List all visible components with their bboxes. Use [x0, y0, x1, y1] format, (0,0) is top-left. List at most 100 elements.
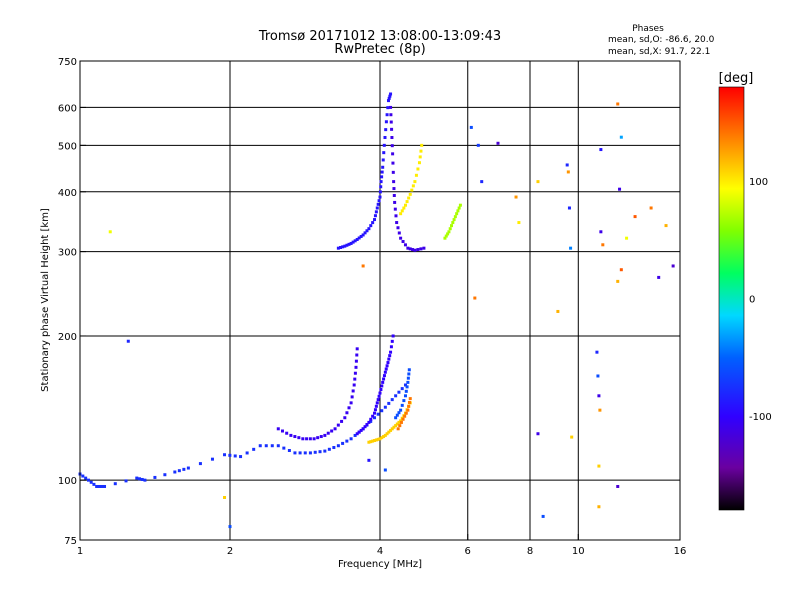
echo-point — [419, 247, 423, 251]
echo-point — [280, 429, 284, 433]
echo-point — [297, 436, 301, 440]
y-tick-label: 300 — [58, 248, 77, 259]
echo-point — [377, 394, 381, 398]
y-tick-label: 600 — [58, 103, 77, 114]
echo-point — [396, 226, 400, 230]
echo-point — [446, 232, 450, 236]
echo-point — [387, 401, 391, 405]
y-axis: 75 100 200 300 400 500 600 750 — [58, 57, 86, 547]
echo-point — [354, 359, 358, 363]
echo-point — [373, 411, 377, 415]
echo-point — [408, 192, 412, 196]
echo-point — [92, 482, 96, 486]
echo-point — [401, 417, 405, 421]
echo-point — [417, 161, 421, 165]
echo-point — [392, 187, 396, 191]
echo-point — [89, 480, 93, 484]
echo-point — [406, 408, 410, 412]
echo-point — [100, 484, 104, 488]
echo-point — [355, 347, 359, 351]
echo-point — [382, 377, 386, 381]
echo-point — [359, 428, 363, 432]
echo-point — [616, 102, 620, 106]
echo-point — [556, 309, 560, 313]
echo-point — [400, 387, 404, 391]
echo-point — [382, 374, 386, 378]
echo-point — [351, 389, 355, 393]
echo-point — [447, 230, 451, 234]
echo-point — [384, 367, 388, 371]
echo-point — [410, 188, 414, 192]
colorbar-ticks: 100 0 -100 — [749, 177, 772, 423]
echo-point — [301, 437, 305, 441]
echo-point — [378, 190, 382, 194]
echo-point — [373, 218, 377, 222]
echo-point — [616, 279, 620, 283]
echo-point — [353, 377, 357, 381]
echo-point — [407, 400, 411, 404]
echo-point — [367, 458, 371, 462]
y-tick-label: 500 — [58, 141, 77, 152]
echo-point — [389, 105, 393, 109]
echo-point — [416, 167, 420, 171]
echo-point — [473, 296, 477, 300]
echo-point — [418, 155, 422, 159]
echo-point — [367, 440, 371, 444]
echo-point — [233, 454, 237, 458]
echo-point — [385, 113, 389, 117]
echo-point — [389, 92, 393, 96]
echo-point — [380, 409, 384, 413]
echo-point — [397, 420, 401, 424]
data-points — [78, 92, 675, 529]
echo-point — [397, 411, 401, 415]
echo-point — [386, 361, 390, 365]
echo-point — [369, 440, 373, 444]
echo-point — [369, 419, 373, 423]
echo-point — [289, 433, 293, 437]
echo-point — [391, 170, 395, 174]
echo-point — [404, 411, 408, 415]
echo-point — [293, 435, 297, 439]
echo-point — [599, 230, 603, 234]
echo-point — [379, 387, 383, 391]
echo-point — [383, 135, 387, 139]
echo-point — [664, 224, 668, 228]
echo-point — [396, 427, 400, 431]
echo-point — [376, 437, 380, 441]
echo-point — [373, 214, 377, 218]
echo-point — [361, 264, 365, 268]
echo-point — [363, 231, 367, 235]
echo-point — [406, 376, 410, 380]
x-tick-label: 2 — [227, 546, 233, 557]
echo-point — [376, 202, 380, 206]
chart-subtitle: RwPretec (8p) — [334, 42, 425, 57]
echo-point — [380, 170, 384, 174]
x-tick-label: 10 — [572, 546, 585, 557]
echo-point — [403, 414, 407, 418]
echo-point — [86, 478, 90, 482]
echo-point — [173, 470, 177, 474]
echo-point — [408, 397, 412, 401]
echo-point — [81, 474, 85, 478]
echo-point — [443, 236, 447, 240]
echo-point — [270, 444, 274, 448]
echo-point — [349, 401, 353, 405]
echo-point — [514, 195, 518, 199]
echo-point — [566, 170, 570, 174]
echo-point — [349, 241, 353, 245]
y-tick-label: 100 — [58, 476, 77, 487]
echo-point — [385, 364, 389, 368]
echo-point — [382, 151, 386, 155]
echo-point — [422, 246, 426, 250]
echo-point — [601, 243, 605, 247]
echo-point — [570, 435, 574, 439]
echo-point — [393, 207, 397, 211]
echo-point — [618, 187, 622, 191]
echo-point — [305, 437, 309, 441]
echo-point — [448, 227, 452, 231]
echo-point — [84, 476, 88, 480]
echo-point — [387, 430, 391, 434]
y-tick-label: 750 — [58, 57, 77, 68]
echo-point — [97, 484, 101, 488]
echo-point — [374, 404, 378, 408]
